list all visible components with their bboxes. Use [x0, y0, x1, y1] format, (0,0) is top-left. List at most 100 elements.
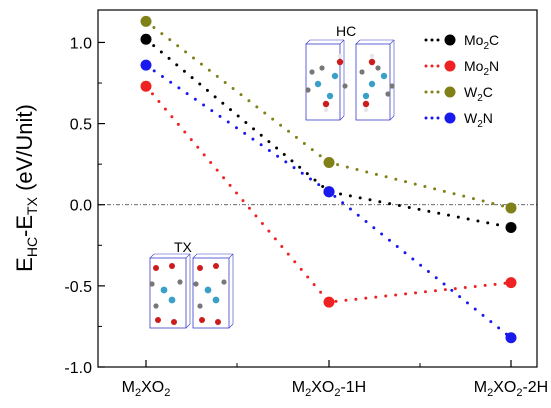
oxygen-atom — [155, 317, 161, 323]
x-tick-text: M — [292, 379, 305, 396]
oxygen-atom — [336, 58, 344, 66]
legend-marker — [444, 34, 456, 46]
x-tick-text: M — [474, 379, 487, 396]
oxygen-atom — [362, 100, 370, 108]
cell-edge — [228, 253, 234, 259]
x-tick-subscript: 2 — [135, 387, 141, 399]
data-point — [140, 59, 152, 71]
legend-label-tail: N — [483, 110, 493, 126]
cell-outline — [149, 257, 187, 329]
tx-inset-label: TX — [174, 239, 193, 255]
structure-insets: HC TX — [149, 23, 395, 329]
data-series — [140, 15, 517, 344]
y-axis-label-part: (eV/Unit) — [12, 104, 37, 197]
oxygen-atom — [215, 319, 221, 325]
legend-marker — [444, 86, 456, 98]
plot-frame — [97, 9, 538, 368]
data-point — [505, 202, 517, 214]
cell-edge — [389, 39, 395, 45]
carbon-atom — [389, 83, 395, 89]
legend-label-subscript: 2 — [483, 67, 489, 78]
data-point — [140, 15, 152, 27]
cell-outline — [305, 43, 341, 121]
legend-label-tail: C — [489, 32, 499, 48]
carbon-atom — [305, 87, 311, 93]
metal-atom — [362, 92, 370, 100]
oxygen-atom — [199, 317, 205, 323]
hydrogen-atom — [337, 53, 343, 59]
y-tick-label: 1.0 — [70, 35, 92, 52]
hydrogen-atom — [363, 107, 369, 113]
oxygen-atom — [197, 265, 203, 271]
legend-entry: W2N — [424, 110, 493, 130]
series-connector-line — [144, 37, 513, 229]
cell-outline — [355, 43, 391, 121]
data-point — [505, 221, 517, 233]
y-tick-label: -1.0 — [64, 360, 92, 377]
metal-atom — [168, 296, 176, 304]
metal-atom — [212, 296, 220, 304]
legend-entry: Mo2C — [424, 32, 499, 52]
metal-atom — [331, 72, 339, 80]
x-tick-subscript: 2 — [305, 387, 311, 399]
y-axis-label-subscript: HC — [24, 237, 40, 257]
y-axis-label: EHC-ETX (eV/Unit) — [12, 104, 40, 272]
oxygen-atom — [368, 58, 376, 66]
legend-label-main: Mo — [464, 32, 484, 48]
legend-label: Mo2N — [464, 58, 499, 78]
carbon-atom — [149, 281, 155, 287]
cell-edge — [339, 115, 345, 121]
metal-atom — [160, 286, 168, 294]
cell-edge — [228, 323, 234, 329]
legend-marker — [444, 112, 456, 124]
oxygen-atom — [171, 319, 177, 325]
data-point — [505, 332, 517, 344]
hydrogen-atom — [323, 107, 329, 113]
x-tick-subscript: 2 — [334, 387, 340, 399]
metal-atom — [314, 80, 322, 88]
y-axis-label-part: E — [12, 257, 37, 272]
legend-label-main: W — [464, 84, 478, 100]
x-tick-subscript: 2 — [516, 387, 522, 399]
data-point — [323, 186, 335, 198]
legend-entry: W2C — [424, 84, 493, 104]
legend-label: W2C — [464, 84, 493, 104]
legend-label: Mo2C — [464, 32, 499, 52]
metal-atom — [368, 80, 376, 88]
x-tick-label: M2XO2 — [122, 379, 171, 399]
legend-label-main: W — [464, 110, 478, 126]
cell-edge — [305, 39, 311, 45]
legend-label-main: Mo — [464, 58, 484, 74]
cell-edge — [355, 39, 361, 45]
legend-label-subscript: 2 — [477, 93, 483, 104]
legend-entry: Mo2N — [424, 58, 499, 78]
carbon-atom — [309, 69, 315, 75]
oxygen-atom — [169, 263, 175, 269]
legend-label: W2N — [464, 110, 493, 130]
y-axis-label-part: -E — [12, 215, 37, 237]
hc-inset-label: HC — [336, 23, 356, 39]
cell-edge — [185, 253, 191, 259]
x-tick-subscript: 2 — [164, 387, 170, 399]
data-point — [323, 157, 335, 169]
carbon-atom — [221, 279, 227, 285]
data-point — [140, 80, 152, 92]
x-tick-text: -1H — [340, 379, 366, 396]
carbon-atom — [385, 91, 391, 97]
cell-edge — [185, 323, 191, 329]
carbon-atom — [359, 69, 365, 75]
data-point — [140, 33, 152, 45]
x-tick-label: M2XO2-1H — [292, 379, 366, 399]
hydrogen-atom — [369, 53, 375, 59]
x-tick-text: M — [122, 379, 135, 396]
metal-atom — [380, 72, 388, 80]
x-tick-label: M2XO2-2H — [474, 379, 548, 399]
carbon-atom — [153, 303, 159, 309]
carbon-atom — [177, 279, 183, 285]
cell-outline — [192, 257, 230, 329]
cell-edge — [339, 39, 345, 45]
